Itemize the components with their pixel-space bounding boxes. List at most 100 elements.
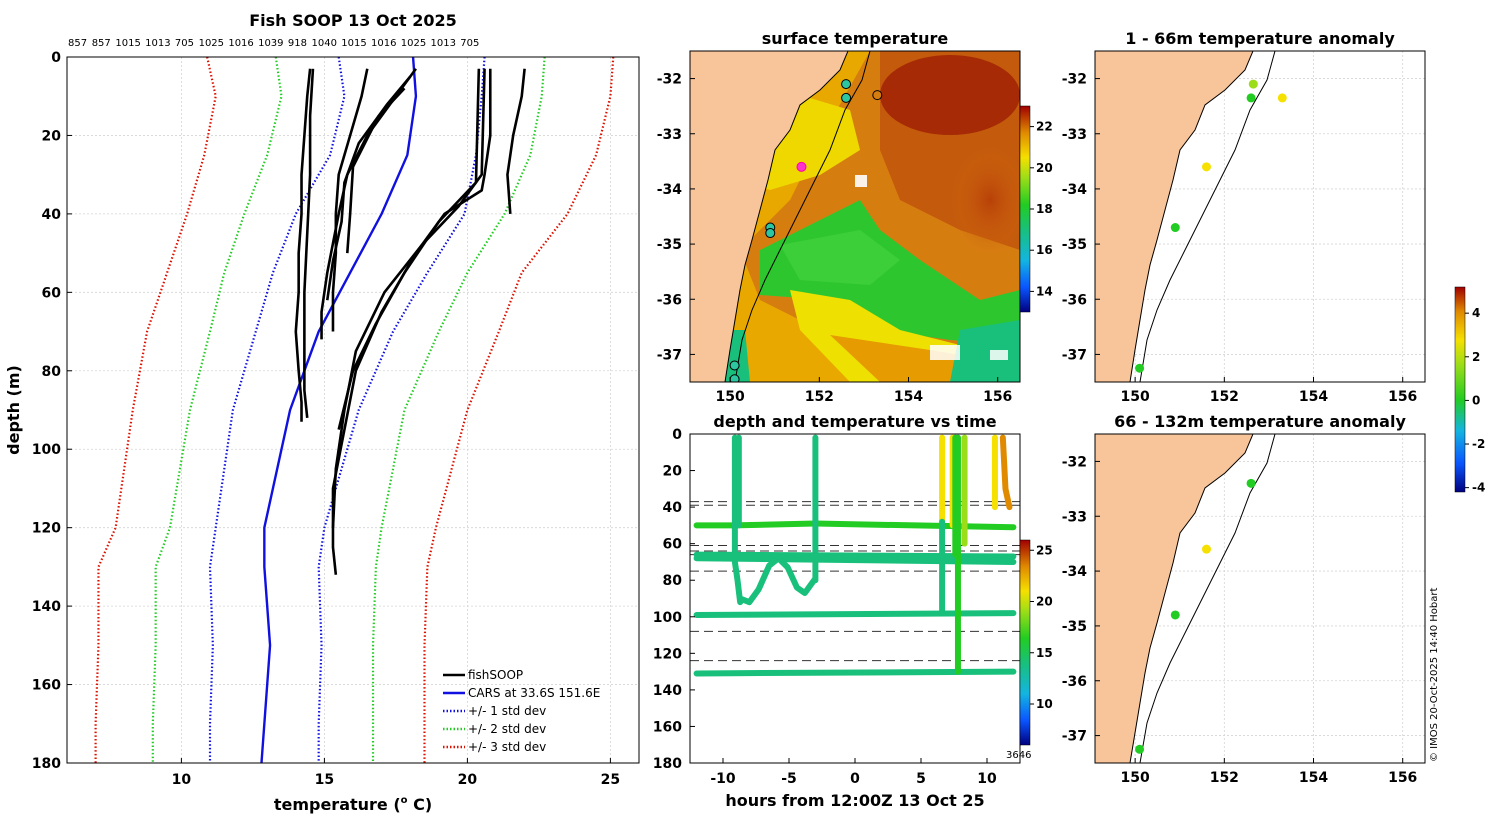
anom1-panel: 1 - 66m temperature anomaly 150 152 154 156… <box>1062 29 1426 405</box>
profile-std2-upper <box>371 57 546 763</box>
sst-colorbar <box>1019 105 1031 313</box>
anom2-ticks: 150 152 154 156 -32 -33 -34 -35 -36 -37 <box>1062 454 1418 786</box>
anom1-xtick-label: 152 <box>1210 389 1239 405</box>
profile-fishsoop-cast <box>325 75 412 301</box>
profile-ylabel: depth (m) <box>4 365 23 455</box>
profile-ytick-label: 80 <box>42 364 62 380</box>
sst-colorbar-label: 18 <box>1036 202 1053 216</box>
profile-ytick-label: 20 <box>42 128 62 144</box>
anom1-xtick-label: 156 <box>1388 389 1417 405</box>
profile-xlabel: temperature (o C) <box>274 795 432 814</box>
anom2-ytick-label: -32 <box>1062 454 1087 470</box>
sst-station-marker <box>841 79 852 90</box>
profile-std3-upper <box>423 57 615 763</box>
depthtime-tracks <box>693 434 1017 677</box>
anom2-xtick-label: 152 <box>1210 770 1239 786</box>
depthtime-ytick-label: 140 <box>653 683 682 699</box>
anom2-panel: 66 - 132m temperature anomaly 150 152 154 1… <box>1062 286 1485 786</box>
anom2-ytick-label: -35 <box>1062 619 1087 635</box>
depthtime-ytick-label: 20 <box>663 464 683 480</box>
credit: © IMOS 20-Oct-2025 14:40 Hobart <box>1429 587 1440 762</box>
depthtime-track <box>730 520 819 529</box>
anom1-point <box>1248 79 1258 89</box>
depthtime-panel: depth and temperature vs time -10 -5 0 5 100… <box>653 412 1053 810</box>
sst-ticks: 150 152 154 156 -32 -33 -34 -35 -36 -37 <box>657 72 1013 405</box>
anom2-xtick-label: 150 <box>1121 770 1150 786</box>
anom2-title: 66 - 132m temperature anomaly <box>1114 412 1406 431</box>
depthtime-track <box>737 555 818 606</box>
sst-xtick-label: 152 <box>805 389 834 405</box>
anom1-ytick-label: -37 <box>1062 347 1087 363</box>
figure-title: Fish SOOP 13 Oct 2025 <box>249 11 457 30</box>
anom1-point <box>1170 223 1180 233</box>
sst-station-marker <box>729 360 740 371</box>
profile-top-label: 705 <box>460 38 479 49</box>
profile-fishsoop-cast <box>337 68 481 430</box>
depthtime-colorbar-note: 3646 <box>1006 750 1031 761</box>
profile-lines <box>94 57 615 763</box>
profile-ytick-label: 140 <box>32 599 61 615</box>
sst-station-marker <box>796 161 807 172</box>
anom2-ytick-label: -37 <box>1062 729 1087 745</box>
profile-ytick-label: 120 <box>32 521 61 537</box>
depthtime-track <box>812 520 1017 531</box>
profile-top-label: 918 <box>288 38 307 49</box>
anom1-point <box>1277 93 1287 103</box>
sst-cool-region <box>760 200 1020 345</box>
sst-eddy-warm <box>950 145 1020 255</box>
sst-ytick-label: -33 <box>657 127 682 143</box>
sst-xtick-label: 150 <box>716 389 745 405</box>
anom1-point <box>1246 93 1256 103</box>
sst-cool-core <box>780 230 900 285</box>
anom1-map <box>1095 51 1287 382</box>
sst-ytick-label: -34 <box>657 182 683 198</box>
profile-ticks: 10 15 20 25 0 20 40 60 80 100 120 140 160 180 <box>32 50 620 788</box>
profile-top-label: 1016 <box>228 38 253 49</box>
profile-top-label: 1025 <box>401 38 426 49</box>
depthtime-track <box>731 434 744 606</box>
profile-xtick-label: 10 <box>172 772 192 788</box>
sst-ytick-label: -36 <box>657 292 682 308</box>
sst-station-marker <box>841 92 852 103</box>
anom2-point <box>1246 478 1256 488</box>
anom1-ticks: 150 152 154 156 -32 -33 -34 -35 -36 -37 <box>1062 72 1418 405</box>
profile-top-label: 705 <box>175 38 194 49</box>
depthtime-colorbar-label: 20 <box>1036 595 1053 609</box>
depthtime-colorbar <box>1019 539 1031 746</box>
profile-fishsoop-cast <box>506 68 526 214</box>
sst-core-warm <box>880 55 1020 135</box>
anom-colorbar-label: -4 <box>1472 481 1485 495</box>
profile-top-label: 1015 <box>341 38 366 49</box>
profile-ytick-label: 60 <box>42 285 62 301</box>
profile-xtick-label: 25 <box>601 772 620 788</box>
depthtime-title: depth and temperature vs time <box>713 412 996 431</box>
depthtime-xtick-label: 10 <box>977 771 997 787</box>
sst-station-marker <box>765 228 776 239</box>
anom2-land <box>1095 434 1254 763</box>
profile-top-label: 857 <box>68 38 87 49</box>
depthtime-ytick-label: 40 <box>663 500 683 516</box>
depthtime-ytick-label: 120 <box>653 646 682 662</box>
sst-colorbar-label: 16 <box>1036 243 1053 257</box>
anom1-frame <box>1094 50 1426 383</box>
depthtime-colorbar-ticks: 10 15 20 25 <box>1030 543 1053 711</box>
sst-land <box>690 51 849 382</box>
sst-ytick-label: -37 <box>657 347 682 363</box>
sst-cool-corner <box>950 320 1020 382</box>
depthtime-xlabel: hours from 12:00Z 13 Oct 25 <box>725 791 984 810</box>
profile-std2-lower <box>151 57 283 763</box>
profile-ytick-label: 40 <box>42 207 62 223</box>
profile-frame <box>66 56 640 764</box>
sst-xtick-label: 154 <box>894 389 923 405</box>
profile-top-labels: 857 857 1015 1013 705 1025 1016 1039 918 1040 1015… <box>68 38 479 49</box>
anom1-ytick-label: -32 <box>1062 72 1087 88</box>
sst-ytick-label: -35 <box>657 237 682 253</box>
depthtime-xtick-label: 5 <box>916 771 926 787</box>
depthtime-xtick-label: 0 <box>850 771 860 787</box>
sst-colorbar-label: 14 <box>1036 284 1053 298</box>
profile-std3-lower <box>94 57 217 763</box>
depthtime-track <box>999 434 1013 511</box>
depthtime-track <box>693 555 1017 565</box>
anom2-isobath <box>1139 434 1276 763</box>
sst-cloud-2 <box>930 345 960 360</box>
